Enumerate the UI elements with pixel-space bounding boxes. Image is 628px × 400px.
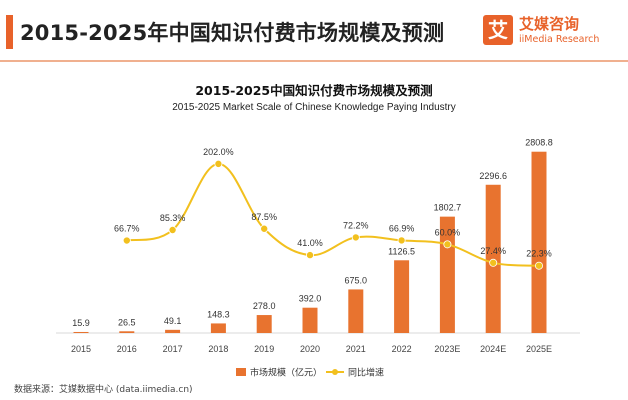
bar-label-2024E: 2296.6 — [479, 171, 507, 181]
growth-point-2020 — [305, 251, 314, 260]
x-tick-label-2021: 2021 — [346, 344, 366, 354]
growth-label-2016: 66.7% — [114, 224, 140, 234]
bar-2015 — [73, 331, 89, 333]
x-tick-label-2018: 2018 — [208, 344, 228, 354]
bar-label-2019: 278.0 — [253, 301, 276, 311]
bar-label-2023E: 1802.7 — [434, 203, 462, 213]
title-accent-bar — [6, 15, 13, 49]
bar-2022 — [394, 260, 410, 333]
page-title: 2015-2025年中国知识付费市场规模及预测 — [20, 21, 445, 45]
bar-2020 — [302, 307, 318, 333]
growth-label-2022: 66.9% — [389, 223, 415, 233]
growth-label-2023E: 60.0% — [435, 227, 461, 237]
data-source-note: 数据来源：艾媒数据中心 (data.iimedia.cn) — [14, 385, 193, 395]
x-tick-label-2020: 2020 — [300, 344, 320, 354]
growth-label-2018: 202.0% — [203, 147, 234, 157]
x-tick-label-2023E: 2023E — [434, 344, 460, 354]
logo-name-en: iiMedia Research — [519, 34, 600, 45]
growth-point-2016 — [122, 236, 131, 245]
bar-label-2025E: 2808.8 — [525, 138, 553, 148]
bar-2021 — [348, 289, 364, 333]
legend-line-marker — [332, 369, 338, 375]
x-tick-label-2015: 2015 — [71, 344, 91, 354]
growth-label-2020: 41.0% — [297, 238, 323, 248]
legend-bar-swatch — [236, 368, 246, 376]
growth-rate-line — [126, 162, 540, 267]
header: 2015-2025年中国知识付费市场规模及预测 艾 艾媒咨询 iiMedia R… — [0, 0, 628, 62]
bar-label-2022: 1126.5 — [388, 246, 415, 256]
x-tick-label-2022: 2022 — [392, 344, 412, 354]
bar-2019 — [256, 315, 272, 333]
growth-point-2025E — [535, 261, 544, 270]
logo-icon: 艾 — [483, 15, 513, 45]
bar-label-2017: 49.1 — [164, 316, 182, 326]
legend-line-label: 同比增速 — [348, 367, 384, 379]
growth-point-2021 — [351, 233, 360, 242]
x-tick-label-2025E: 2025E — [526, 344, 552, 354]
bar-label-2021: 675.0 — [345, 275, 368, 285]
growth-point-2023E — [443, 240, 452, 249]
iimedia-logo: 艾 艾媒咨询 iiMedia Research — [483, 13, 623, 53]
growth-label-2019: 87.5% — [251, 212, 277, 222]
chart-title: 2015-2025中国知识付费市场规模及预测 — [195, 83, 433, 98]
bar-label-2018: 148.3 — [207, 309, 230, 319]
bar-2018 — [210, 323, 226, 333]
x-tick-label-2017: 2017 — [163, 344, 183, 354]
x-tick-label-2016: 2016 — [117, 344, 137, 354]
growth-point-2022 — [397, 236, 406, 245]
bar-label-2020: 392.0 — [299, 294, 322, 304]
x-tick-label-2019: 2019 — [254, 344, 274, 354]
bar-2016 — [119, 331, 135, 333]
growth-point-2024E — [489, 258, 498, 267]
bar-2025E — [531, 151, 547, 333]
bar-label-2015: 15.9 — [72, 318, 90, 328]
growth-label-2025E: 22.3% — [526, 249, 552, 259]
chart-subtitle: 2015-2025 Market Scale of Chinese Knowle… — [172, 102, 456, 113]
growth-label-2024E: 27.4% — [480, 246, 506, 256]
legend-bar-label: 市场规模（亿元） — [250, 367, 322, 379]
header-divider — [0, 60, 628, 62]
growth-point-2019 — [260, 224, 269, 233]
growth-point-2017 — [168, 225, 177, 234]
growth-label-2021: 72.2% — [343, 220, 369, 230]
growth-point-2018 — [214, 159, 223, 168]
x-tick-label-2024E: 2024E — [480, 344, 506, 354]
bar-label-2016: 26.5 — [118, 317, 136, 327]
bar-2017 — [165, 329, 181, 333]
logo-name-cn: 艾媒咨询 — [519, 15, 580, 33]
growth-label-2017: 85.3% — [160, 213, 186, 223]
